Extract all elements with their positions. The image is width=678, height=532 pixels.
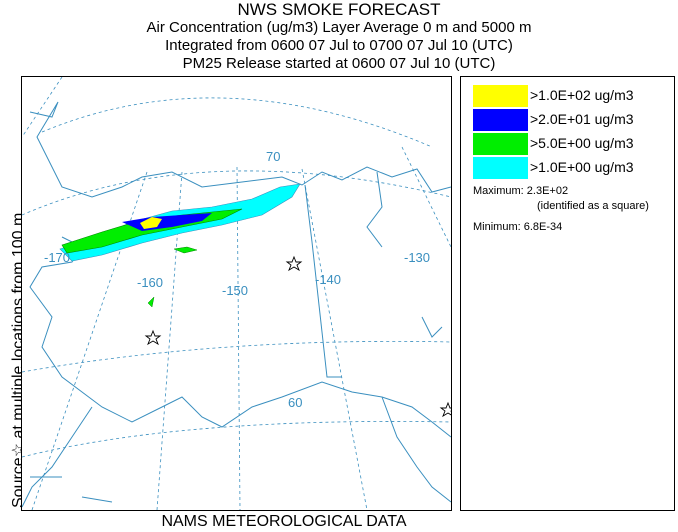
lon-label-150: -150 <box>222 283 248 298</box>
legend-swatch-blue <box>473 109 528 131</box>
legend-swatch-green <box>473 133 528 155</box>
meteorological-data-label: NAMS METEOROLOGICAL DATA <box>161 513 407 530</box>
coastline <box>22 101 451 508</box>
lon-label-130: -130 <box>404 250 430 265</box>
maximum-value: Maximum: 2.3E+02 <box>473 185 569 197</box>
source-markers <box>144 255 451 418</box>
lat-label-60: 60 <box>288 395 302 410</box>
maximum-note: (identified as a square) <box>537 200 649 212</box>
source-star-icon <box>144 329 162 346</box>
map-canvas: -170 -160 -150 -140 -130 70 60 <box>22 77 451 510</box>
release-start: PM25 Release started at 0600 07 Jul 10 (… <box>182 55 496 72</box>
legend-panel: >1.0E+02 ug/m3 >2.0E+01 ug/m3 >5.0E+00 u… <box>460 76 675 511</box>
legend-swatch-cyan <box>473 157 528 179</box>
lon-label-140: -140 <box>315 272 341 287</box>
legend-label: >1.0E+02 ug/m3 <box>530 87 634 103</box>
smoke-plume <box>59 183 301 308</box>
legend-swatch-yellow <box>473 85 528 107</box>
lon-label-160: -160 <box>137 275 163 290</box>
legend-label: >2.0E+01 ug/m3 <box>530 111 634 127</box>
smoke-map: -170 -160 -150 -140 -130 70 60 <box>21 76 452 511</box>
legend-label: >5.0E+00 ug/m3 <box>530 135 634 151</box>
forecast-title: NWS SMOKE FORECAST <box>237 0 441 19</box>
legend-item: >5.0E+00 ug/m3 <box>473 133 673 155</box>
legend-item: >1.0E+02 ug/m3 <box>473 85 673 107</box>
integration-period: Integrated from 0600 07 Jul to 0700 07 J… <box>165 37 513 54</box>
lat-label-70: 70 <box>266 149 280 164</box>
source-star-icon <box>439 401 451 418</box>
legend-label: >1.0E+00 ug/m3 <box>530 159 634 175</box>
legend-item: >1.0E+00 ug/m3 <box>473 157 673 179</box>
minimum-value: Minimum: 6.8E-34 <box>473 221 563 233</box>
lon-label-170: -170 <box>44 250 70 265</box>
source-star-icon <box>285 255 303 272</box>
legend-item: >2.0E+01 ug/m3 <box>473 109 673 131</box>
concentration-subtitle: Air Concentration (ug/m3) Layer Average … <box>146 19 532 36</box>
